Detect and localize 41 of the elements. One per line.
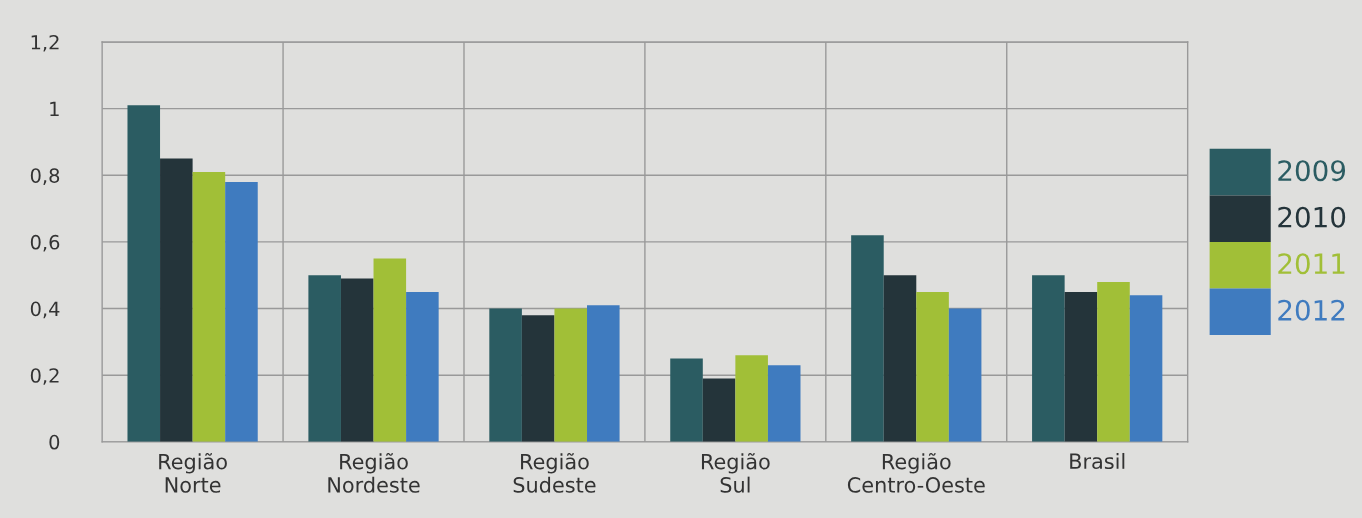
bar [489, 308, 522, 442]
y-tick-label: 0 [49, 434, 60, 450]
y-tick-label: 0,2 [30, 368, 59, 385]
bar [670, 358, 703, 442]
bar [1064, 291, 1098, 442]
bar [1129, 295, 1163, 442]
bar [308, 275, 341, 442]
x-tick-label: Região Norte [159, 452, 227, 493]
bar [767, 365, 801, 442]
y-tick-label: 0,8 [30, 168, 60, 185]
bar [883, 275, 917, 442]
legend-label: 2011 [1278, 253, 1345, 275]
x-tick-label: Região Centro-Oeste [847, 452, 985, 493]
legend-label: 2010 [1278, 206, 1346, 228]
bar [127, 105, 161, 442]
bar [406, 291, 439, 442]
y-tick-label: 1 [50, 101, 59, 116]
x-tick-label: Região Sudeste [513, 452, 596, 493]
x-tick-label: Região Sul [701, 452, 770, 493]
bar [702, 378, 736, 442]
legend-label: 2012 [1278, 299, 1345, 321]
bar [916, 291, 949, 442]
y-tick-label: 1,2 [31, 34, 59, 52]
bar [521, 315, 555, 442]
bar [225, 181, 258, 442]
bar [1032, 275, 1065, 442]
bar [373, 258, 407, 442]
bar [192, 171, 226, 442]
x-tick-label: Região Nordeste [328, 452, 420, 493]
bar [340, 278, 374, 442]
y-tick-label: 0,6 [30, 234, 60, 252]
x-tick-label: Brasil [1070, 452, 1125, 470]
bar [948, 308, 982, 442]
bar [735, 355, 768, 442]
y-tick-label: 0,4 [30, 301, 60, 319]
bar [160, 158, 193, 442]
bar [851, 235, 884, 442]
bar [554, 308, 588, 442]
legend-label: 2009 [1278, 160, 1346, 182]
bar [587, 305, 620, 442]
bar [1097, 281, 1130, 442]
